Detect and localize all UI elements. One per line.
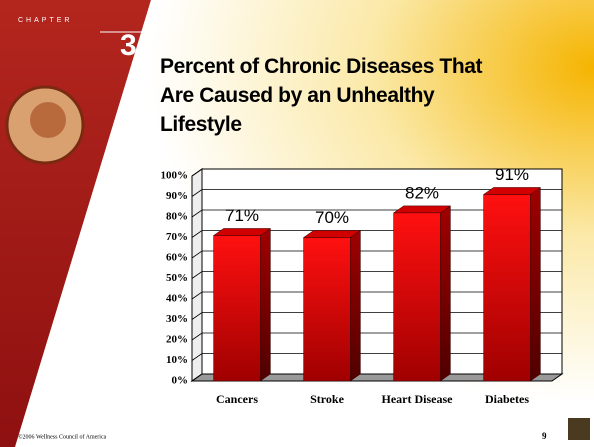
chart-title: Percent of Chronic Diseases That Are Cau… — [160, 52, 505, 139]
portrait-face — [30, 102, 66, 138]
chapter-label: CHAPTER — [18, 17, 72, 24]
bar-top — [394, 206, 451, 213]
bar — [214, 235, 261, 381]
data-label: 71% — [225, 206, 259, 225]
y-tick-label: 80% — [166, 211, 188, 223]
chapter-number: 3 — [120, 29, 137, 62]
bar-top — [214, 228, 271, 235]
footer: ©2006 Wellness Council of America — [18, 433, 107, 440]
data-label: 91% — [495, 165, 529, 184]
y-tick-label: 90% — [166, 190, 188, 202]
bar-side — [350, 231, 360, 382]
y-tick-label: 10% — [166, 354, 188, 366]
y-tick-label: 0% — [172, 375, 189, 387]
bar-side — [440, 206, 450, 381]
page-number: 9 — [542, 431, 547, 441]
slide: CHAPTER 3 ©2006 Wellness Council of Amer… — [0, 0, 594, 447]
x-tick-label: Cancers — [216, 392, 258, 406]
bar — [484, 194, 531, 381]
data-label: 70% — [315, 208, 349, 227]
bar — [304, 238, 351, 382]
x-tick-label: Heart Disease — [382, 392, 454, 406]
y-tick-label: 60% — [166, 252, 188, 264]
y-tick-label: 70% — [166, 231, 188, 243]
y-tick-label: 30% — [166, 313, 188, 325]
y-tick-label: 40% — [166, 293, 188, 305]
logo — [568, 418, 590, 440]
bar-top — [484, 187, 541, 194]
bar-top — [304, 231, 361, 238]
bar — [394, 213, 441, 381]
y-tick-label: 100% — [161, 170, 189, 182]
bar-side — [530, 187, 540, 381]
x-tick-label: Stroke — [310, 392, 344, 406]
data-label: 82% — [405, 183, 439, 202]
bar-side — [260, 228, 270, 381]
y-tick-label: 50% — [166, 272, 188, 284]
x-tick-label: Diabetes — [485, 392, 529, 406]
y-tick-label: 20% — [166, 334, 188, 346]
